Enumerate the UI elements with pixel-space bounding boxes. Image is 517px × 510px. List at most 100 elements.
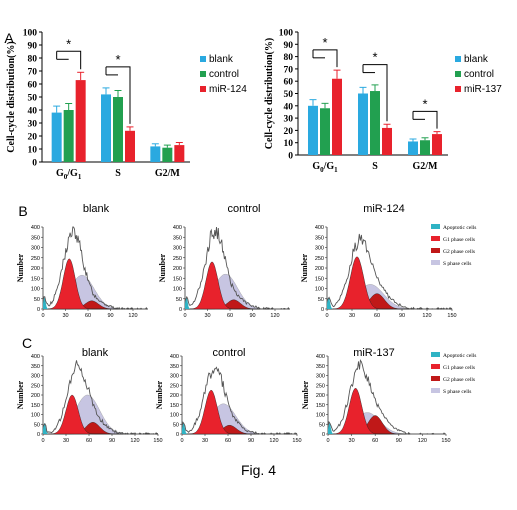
hist-x-tick-label: 60 — [85, 313, 91, 319]
flow-legend-swatch — [431, 236, 440, 241]
hist-y-tick-label: 100 — [173, 287, 182, 293]
significance-star: * — [372, 50, 377, 65]
hist-x-tick-label: 0 — [183, 313, 186, 319]
legend-label-control: control — [464, 69, 494, 80]
significance-bracket — [413, 110, 438, 129]
legend-swatch-miR-137 — [455, 86, 461, 92]
figure-caption: Fig. 4 — [240, 462, 276, 478]
hist-y-tick-label: 100 — [31, 413, 40, 419]
hist-y-tick-label: 50 — [176, 297, 182, 303]
legend-label-control: control — [209, 69, 239, 80]
bar-y-tick-label-0: 20 — [28, 133, 38, 143]
hist-x-tick-label: 60 — [374, 313, 380, 319]
hist-y-tick-label: 50 — [173, 422, 179, 428]
legend-label-blank: blank — [209, 54, 234, 65]
hist-title: blank — [83, 203, 110, 215]
hist-y-tick-label: 200 — [316, 393, 325, 399]
hist-y-tick-label: 400 — [315, 225, 324, 231]
flow-legend-swatch — [431, 248, 440, 253]
hist-x-tick-label: 90 — [249, 313, 255, 319]
hist-y-tick-label: 350 — [173, 235, 182, 241]
hist-y-tick-label: 0 — [37, 432, 40, 438]
significance-star: * — [422, 96, 427, 111]
hist-x-tick-label: 120 — [128, 313, 137, 319]
hist-y-tick-label: 200 — [31, 393, 40, 399]
bar-y-tick-label-0: 90 — [28, 42, 38, 52]
bar-category-label: G2/M — [413, 161, 439, 172]
hist-x-tick-label: 0 — [325, 313, 328, 319]
bar-y-tick-label-1: 0 — [288, 152, 293, 162]
legend-swatch-miR-124 — [200, 86, 206, 92]
hist-y-tick-label: 150 — [173, 276, 182, 282]
bar-y-tick-label-0: 50 — [28, 94, 38, 104]
hist-y-tick-label: 50 — [34, 422, 40, 428]
bar-y-axis-label-1: Cell-cycle distribution(%) — [264, 38, 275, 149]
bar-control — [370, 91, 380, 155]
bar-blank — [150, 146, 161, 162]
hist-x-tick-label: 60 — [86, 438, 92, 444]
legend-swatch-control — [455, 71, 461, 77]
hist-outline — [184, 226, 290, 310]
bar-blank — [101, 94, 111, 162]
flow-legend-label: G2 phase cells — [443, 377, 475, 383]
significance-bracket — [56, 50, 82, 70]
bar-control — [113, 97, 123, 162]
hist-outline — [326, 233, 453, 310]
hist-y-tick-label: 150 — [170, 403, 179, 409]
flow-legend-swatch — [431, 388, 440, 393]
bar-miR-124 — [75, 80, 86, 162]
bar-y-tick-label-0: 60 — [28, 81, 38, 91]
hist-title: blank — [82, 347, 109, 359]
flow-legend-label: G1 phase cells — [443, 237, 475, 243]
flow-legend-swatch — [431, 352, 440, 357]
flow-legend-swatch — [431, 224, 440, 229]
hist-y-tick-label: 350 — [31, 364, 40, 370]
hist-y-tick-label: 50 — [319, 422, 325, 428]
bar-control — [420, 140, 430, 155]
hist-x-tick-label: 90 — [107, 313, 113, 319]
bar-control — [320, 108, 330, 155]
hist-y-tick-label: 150 — [31, 276, 40, 282]
legend-label-miR-137: miR-137 — [464, 84, 502, 95]
hist-y-tick-label: 100 — [316, 413, 325, 419]
hist-y-tick-label: 400 — [173, 225, 182, 231]
flow-legend-label: G1 phase cells — [443, 365, 475, 371]
hist-g1-phase-area — [43, 394, 158, 435]
hist-x-tick-label: 30 — [204, 313, 210, 319]
hist-x-tick-label: 60 — [372, 438, 378, 444]
flow-legend-label: G2 phase cells — [443, 249, 475, 255]
significance-bracket — [363, 64, 388, 122]
hist-y-tick-label: 200 — [315, 266, 324, 272]
hist-y-tick-label: 350 — [315, 235, 324, 241]
hist-x-tick-label: 30 — [349, 438, 355, 444]
hist-x-tick-label: 150 — [153, 438, 162, 444]
hist-x-tick-label: 30 — [62, 313, 68, 319]
bar-y-tick-label-0: 30 — [28, 120, 38, 130]
hist-y-tick-label: 50 — [318, 297, 324, 303]
significance-star: * — [322, 35, 327, 50]
hist-y-tick-label: 0 — [322, 432, 325, 438]
bar-y-tick-label-1: 10 — [284, 139, 294, 149]
legend-swatch-blank — [200, 56, 206, 62]
bar-y-tick-label-0: 10 — [28, 146, 38, 156]
bar-y-tick-label-0: 100 — [23, 29, 38, 39]
hist-x-tick-label: 30 — [202, 438, 208, 444]
hist-y-tick-label: 0 — [176, 432, 179, 438]
hist-y-tick-label: 300 — [170, 374, 179, 380]
hist-y-tick-label: 100 — [315, 287, 324, 293]
hist-x-tick-label: 30 — [63, 438, 69, 444]
significance-bracket — [106, 66, 131, 124]
hist-y-tick-label: 200 — [173, 266, 182, 272]
bar-control — [162, 147, 173, 162]
bar-category-label: G0/G1 — [312, 161, 338, 174]
bar-miR-124 — [174, 145, 185, 162]
hist-y-tick-label: 250 — [316, 383, 325, 389]
bar-y-tick-label-0: 70 — [28, 68, 38, 78]
hist-x-tick-label: 60 — [227, 313, 233, 319]
bar-category-label: S — [115, 168, 121, 179]
bar-category-label: G0/G1 — [56, 168, 82, 181]
hist-y-axis-label: Number — [155, 380, 164, 409]
hist-outline — [327, 359, 446, 435]
hist-x-tick-label: 150 — [447, 313, 456, 319]
hist-y-tick-label: 250 — [31, 256, 40, 262]
